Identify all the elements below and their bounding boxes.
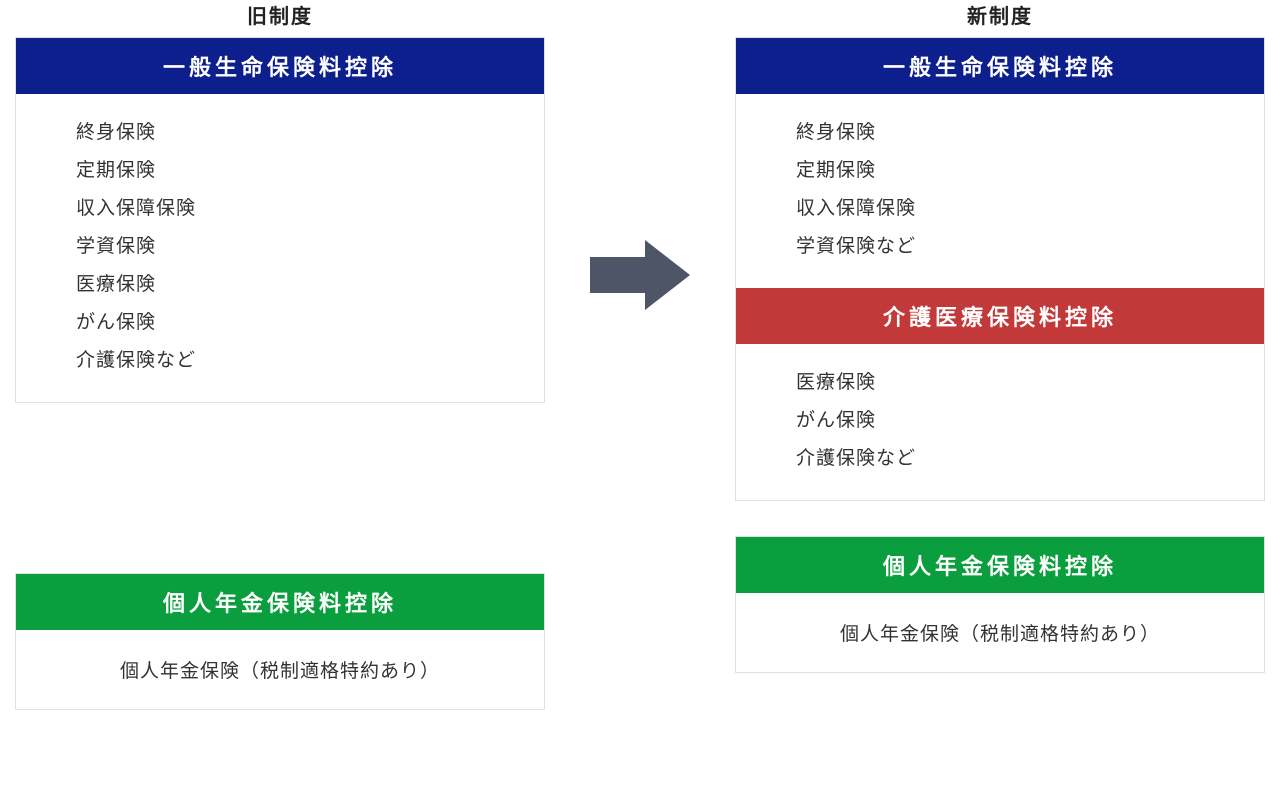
list-item: 定期保険 [76, 152, 484, 190]
old-general-list: 終身保険 定期保険 収入保障保険 学資保険 医療保険 がん保険 介護保険など [16, 94, 544, 402]
list-item: 医療保険 [796, 364, 1204, 402]
list-item: 介護保険など [76, 342, 484, 380]
list-item: 終身保険 [796, 114, 1204, 152]
old-general-header: 一般生命保険料控除 [16, 38, 544, 94]
list-item: がん保険 [796, 402, 1204, 440]
list-item: 終身保険 [76, 114, 484, 152]
new-pension-header: 個人年金保険料控除 [736, 537, 1264, 593]
list-item: 収入保障保険 [76, 190, 484, 228]
list-item: 学資保険 [76, 228, 484, 266]
list-item: 定期保険 [796, 152, 1204, 190]
new-pension-card: 個人年金保険料控除 個人年金保険（税制適格特約あり） [735, 536, 1265, 673]
old-pension-card: 個人年金保険料控除 個人年金保険（税制適格特約あり） [15, 573, 545, 710]
list-item: 収入保障保険 [796, 190, 1204, 228]
old-general-card: 一般生命保険料控除 終身保険 定期保険 収入保障保険 学資保険 医療保険 がん保… [15, 37, 545, 403]
new-pension-item: 個人年金保険（税制適格特約あり） [736, 593, 1264, 672]
new-general-list: 終身保険 定期保険 収入保障保険 学資保険など [736, 94, 1264, 288]
list-item: がん保険 [76, 304, 484, 342]
comparison-container: 旧制度 一般生命保険料控除 終身保険 定期保険 収入保障保険 学資保険 医療保険… [0, 0, 1280, 710]
old-system-title: 旧制度 [15, 0, 545, 29]
arrow-container [585, 240, 695, 310]
new-upper-card: 一般生命保険料控除 終身保険 定期保険 収入保障保険 学資保険など 介護医療保険… [735, 37, 1265, 501]
old-system-column: 旧制度 一般生命保険料控除 終身保険 定期保険 収入保障保険 学資保険 医療保険… [15, 0, 545, 710]
list-item: 介護保険など [796, 440, 1204, 478]
arrow-right-icon [590, 240, 690, 310]
new-care-header: 介護医療保険料控除 [736, 288, 1264, 344]
old-pension-item: 個人年金保険（税制適格特約あり） [16, 630, 544, 709]
new-care-list: 医療保険 がん保険 介護保険など [736, 344, 1264, 500]
list-item: 学資保険など [796, 228, 1204, 266]
new-system-title: 新制度 [735, 0, 1265, 29]
old-pension-header: 個人年金保険料控除 [16, 574, 544, 630]
list-item: 医療保険 [76, 266, 484, 304]
new-general-header: 一般生命保険料控除 [736, 38, 1264, 94]
new-system-column: 新制度 一般生命保険料控除 終身保険 定期保険 収入保障保険 学資保険など 介護… [735, 0, 1265, 673]
